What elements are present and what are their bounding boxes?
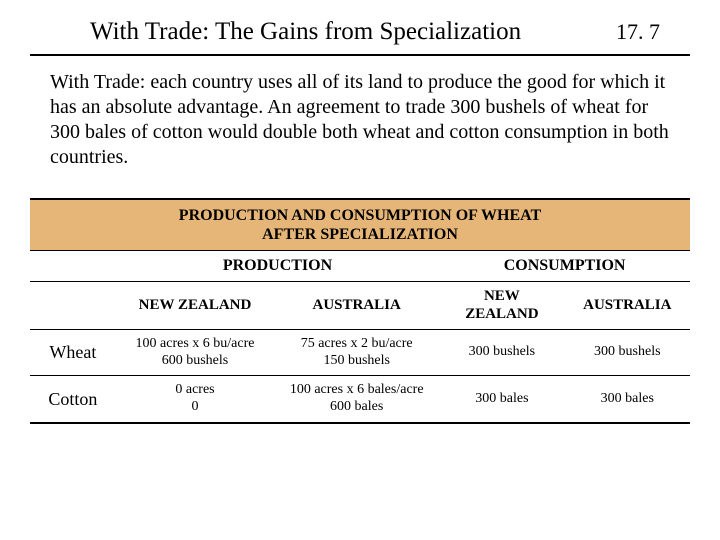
cell-line: 100 acres x 6 bu/acre (136, 336, 255, 351)
cotton-cons-au: 300 bales (565, 376, 690, 423)
body-paragraph: With Trade: each country uses all of its… (30, 70, 690, 170)
cell-line: 0 acres (175, 382, 214, 397)
row-label-cotton: Cotton (30, 376, 116, 423)
cotton-prod-nz: 0 acres 0 (116, 376, 274, 423)
title-divider (30, 54, 690, 56)
subhead-row: NEW ZEALAND AUSTRALIA NEW ZEALAND AUSTRA… (30, 282, 690, 330)
col-nz: NEW ZEALAND (116, 282, 274, 330)
wheat-cons-au: 300 bushels (565, 329, 690, 376)
title-row: With Trade: The Gains from Specializatio… (30, 18, 690, 52)
cell-line: 600 bales (330, 399, 383, 414)
cotton-prod-au: 100 acres x 6 bales/acre 600 bales (274, 376, 439, 423)
banner-line2: AFTER SPECIALIZATION (262, 226, 458, 243)
cell-line: 150 bushels (323, 353, 390, 368)
cell-line: 100 acres x 6 bales/acre (290, 382, 424, 397)
row-label-wheat: Wheat (30, 329, 116, 376)
section-row: PRODUCTION CONSUMPTION (30, 251, 690, 282)
col-nz2: NEW ZEALAND (439, 282, 564, 330)
cotton-cons-nz: 300 bales (439, 376, 564, 423)
table-row: Wheat 100 acres x 6 bu/acre 600 bushels … (30, 329, 690, 376)
blank-cell (30, 251, 116, 282)
cell-line: 0 (191, 399, 198, 414)
section-consumption: CONSUMPTION (439, 251, 690, 282)
col-nz2-line1: NEW (484, 288, 520, 304)
col-au2: AUSTRALIA (565, 282, 690, 330)
banner-line1: PRODUCTION AND CONSUMPTION OF WHEAT (179, 207, 541, 224)
blank-cell (30, 282, 116, 330)
slide-number: 17. 7 (616, 19, 660, 45)
col-nz2-line2: ZEALAND (465, 306, 538, 322)
wheat-cons-nz: 300 bushels (439, 329, 564, 376)
col-au: AUSTRALIA (274, 282, 439, 330)
production-table: PRODUCTION AND CONSUMPTION OF WHEAT AFTE… (30, 198, 690, 424)
table-row: Cotton 0 acres 0 100 acres x 6 bales/acr… (30, 376, 690, 423)
slide: With Trade: The Gains from Specializatio… (0, 0, 720, 540)
wheat-prod-au: 75 acres x 2 bu/acre 150 bushels (274, 329, 439, 376)
cell-line: 75 acres x 2 bu/acre (301, 336, 413, 351)
wheat-prod-nz: 100 acres x 6 bu/acre 600 bushels (116, 329, 274, 376)
page-title: With Trade: The Gains from Specializatio… (90, 18, 521, 46)
section-production: PRODUCTION (116, 251, 439, 282)
banner-row: PRODUCTION AND CONSUMPTION OF WHEAT AFTE… (30, 199, 690, 251)
cell-line: 600 bushels (162, 353, 229, 368)
table-banner: PRODUCTION AND CONSUMPTION OF WHEAT AFTE… (30, 199, 690, 251)
